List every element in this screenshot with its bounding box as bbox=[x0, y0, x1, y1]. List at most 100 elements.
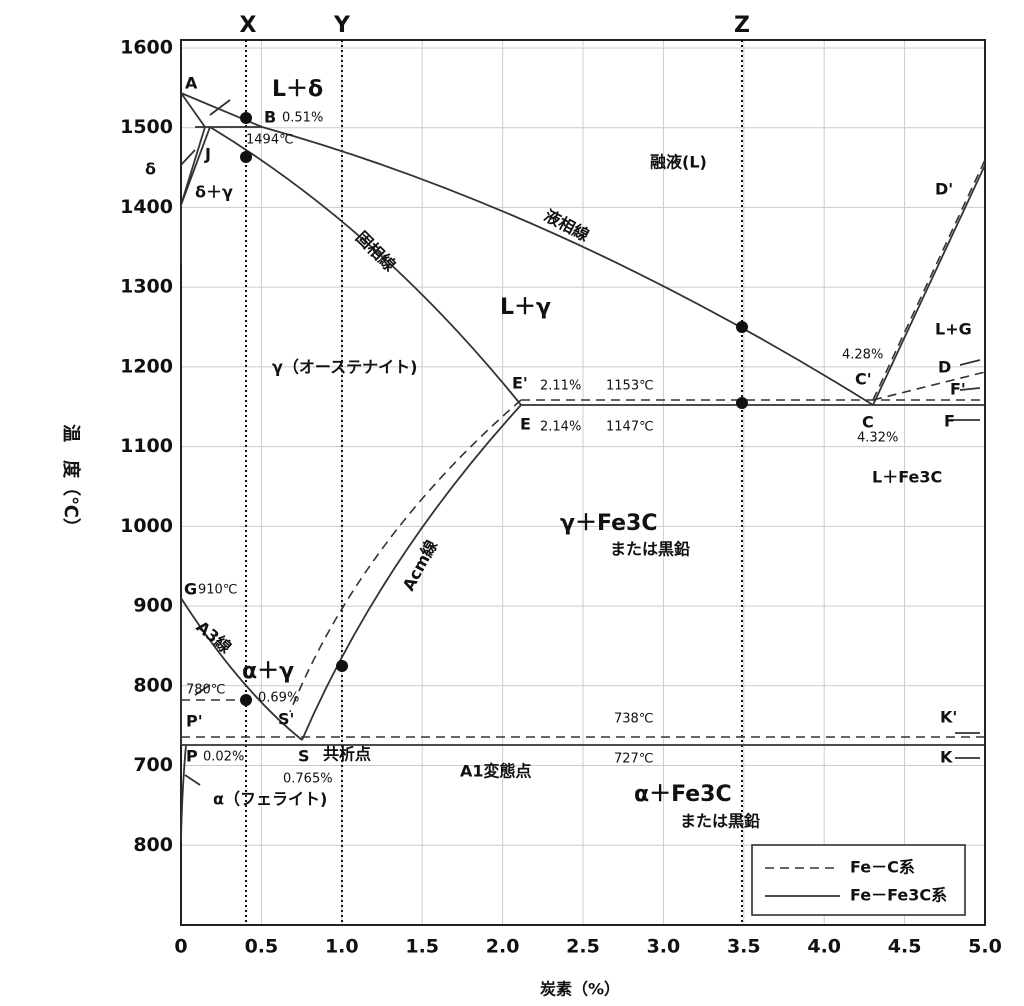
x-tick-label: 1.0 bbox=[325, 936, 359, 958]
y-tick-label: 1000 bbox=[120, 515, 173, 537]
legend-label: Fe－Fe3C系 bbox=[850, 886, 947, 905]
point bbox=[736, 321, 748, 333]
label: 0.69% bbox=[258, 691, 299, 706]
label: A bbox=[185, 74, 198, 93]
points bbox=[240, 112, 748, 706]
label: S bbox=[298, 747, 310, 766]
plot-frame bbox=[180, 39, 986, 926]
label: L＋Fe3C bbox=[872, 468, 942, 487]
guide-label: Y bbox=[333, 13, 351, 38]
label: C' bbox=[855, 370, 872, 389]
label: 4.32% bbox=[857, 431, 898, 446]
label: Acm線 bbox=[399, 537, 441, 594]
a3-line bbox=[180, 597, 303, 741]
label: δ bbox=[145, 160, 156, 179]
y-tick-label: 900 bbox=[133, 595, 173, 617]
y-axis-label: 温 度（℃） bbox=[60, 424, 82, 536]
label: S' bbox=[278, 710, 294, 729]
y-tick-label: 700 bbox=[133, 754, 173, 776]
point bbox=[240, 694, 252, 706]
label: 2.11% bbox=[540, 379, 581, 394]
label: α＋γ bbox=[242, 659, 294, 684]
label: 910℃ bbox=[198, 583, 237, 598]
x-tick-label: 4.0 bbox=[807, 936, 841, 958]
label: G bbox=[184, 580, 197, 599]
label: L＋δ bbox=[272, 77, 323, 102]
y-tick-label: 1500 bbox=[120, 116, 173, 138]
label: P bbox=[186, 747, 198, 766]
y-tick-label: 1400 bbox=[120, 196, 173, 218]
point bbox=[336, 660, 348, 672]
point bbox=[736, 397, 748, 409]
label: 1153℃ bbox=[606, 379, 654, 394]
label: α（フェライト) bbox=[213, 790, 327, 809]
x-axis-label: 炭素（%） bbox=[540, 980, 620, 999]
legend-label: Fe－C系 bbox=[850, 858, 915, 877]
label: 1147℃ bbox=[606, 420, 654, 435]
label: E bbox=[520, 415, 531, 434]
x-tick-label: 4.5 bbox=[888, 936, 922, 958]
y-tick-label: 1200 bbox=[120, 355, 173, 377]
label: 固相線 bbox=[352, 228, 399, 275]
label: α＋Fe3C bbox=[634, 782, 732, 807]
acm-line bbox=[301, 404, 522, 741]
label: A1変態点 bbox=[460, 762, 532, 781]
y-tick-label: 1600 bbox=[120, 36, 173, 58]
labels: A L＋δ B 0.51% 1494℃ J δ δ＋γ 融液(L) 液相線 固相… bbox=[145, 74, 972, 831]
point bbox=[240, 112, 252, 124]
phase-lines bbox=[180, 92, 986, 841]
label: 融液(L) bbox=[650, 153, 707, 172]
x-tick-label: 0 bbox=[174, 936, 187, 958]
label: D' bbox=[935, 180, 953, 199]
label: L＋γ bbox=[500, 295, 551, 320]
y-tick-label: 1100 bbox=[120, 435, 173, 457]
label: 共析点 bbox=[323, 745, 371, 764]
label: D bbox=[938, 358, 951, 377]
legend-box bbox=[751, 844, 966, 916]
delta-lines bbox=[180, 92, 262, 265]
label: K' bbox=[940, 708, 957, 727]
x-tick-label: 1.5 bbox=[405, 936, 439, 958]
x-tick-label: 2.5 bbox=[566, 936, 600, 958]
label: A3線 bbox=[193, 617, 235, 657]
cementite-line bbox=[872, 164, 986, 406]
label: 2.14% bbox=[540, 420, 581, 435]
label: または黒鉛 bbox=[680, 812, 760, 831]
graphite-lines bbox=[872, 159, 986, 401]
label: C bbox=[862, 413, 874, 432]
legend: Fe－C系 Fe－Fe3C系 bbox=[751, 844, 966, 916]
arrows bbox=[180, 99, 981, 786]
x-tick-label: 3.0 bbox=[647, 936, 681, 958]
guide-label: Z bbox=[734, 13, 750, 38]
label: L+G bbox=[935, 320, 972, 339]
ferrite-solvus bbox=[180, 598, 187, 841]
label: P' bbox=[186, 712, 203, 731]
y-tick-label: 800 bbox=[133, 674, 173, 696]
label: 0.765% bbox=[283, 772, 333, 787]
solidus bbox=[209, 126, 522, 406]
label: または黒鉛 bbox=[610, 540, 690, 559]
label: K bbox=[940, 748, 953, 767]
label: J bbox=[204, 145, 211, 164]
label: 738℃ bbox=[614, 712, 653, 727]
point bbox=[240, 151, 252, 163]
y-tick-label: 800 bbox=[133, 834, 173, 856]
label: γ＋Fe3C bbox=[560, 511, 658, 536]
label: B bbox=[264, 108, 276, 127]
x-tick-label: 3.5 bbox=[727, 936, 761, 958]
x-tick-label: 5.0 bbox=[968, 936, 1002, 958]
label: 1494℃ bbox=[246, 133, 294, 148]
label: F' bbox=[950, 380, 966, 399]
label: 0.51% bbox=[282, 111, 323, 126]
x-tick-label: 0.5 bbox=[245, 936, 279, 958]
label: 727℃ bbox=[614, 752, 653, 767]
x-tick-label: 2.0 bbox=[486, 936, 520, 958]
label: δ＋γ bbox=[195, 183, 233, 202]
label: γ（オーステナイト) bbox=[272, 358, 417, 377]
guide-label: X bbox=[240, 13, 257, 38]
acm-line-dashed bbox=[289, 399, 522, 713]
label: 0.02% bbox=[203, 750, 244, 765]
label: E' bbox=[512, 374, 528, 393]
label: F bbox=[944, 412, 955, 431]
